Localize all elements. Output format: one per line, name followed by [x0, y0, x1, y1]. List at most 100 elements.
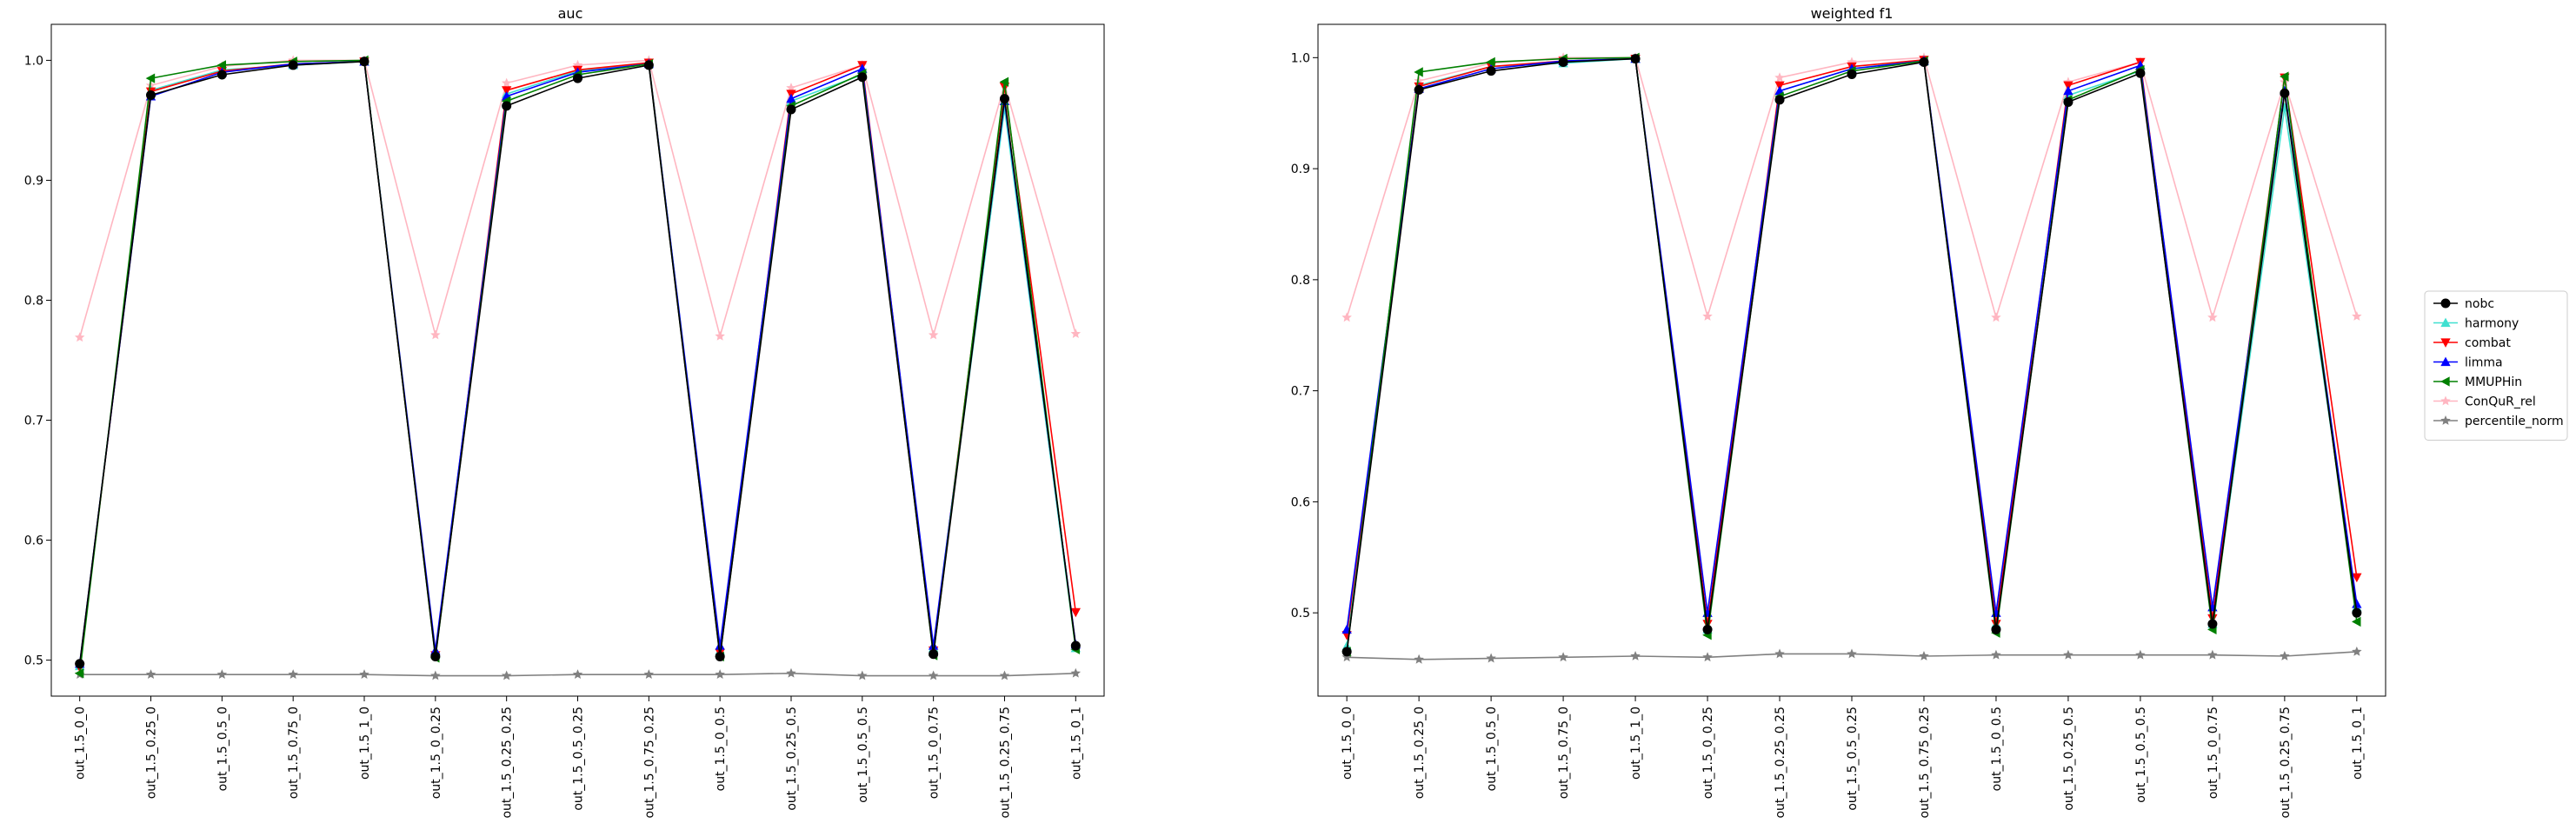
x-tick-label-auc: out_1.5_0_0.25 — [429, 707, 443, 799]
legend-label-harmony: harmony — [2465, 317, 2519, 331]
data-point-percentile-norm-weighted-f1 — [1486, 653, 1496, 663]
data-point-nobc-auc — [643, 60, 654, 70]
legend-label-combat: combat — [2465, 336, 2511, 350]
y-tick-label-weighted-f1: 0.5 — [1291, 607, 1310, 621]
plot-frame-weighted-f1 — [1317, 23, 2386, 697]
data-point-nobc-weighted-f1 — [1702, 624, 1713, 634]
data-point-percentile-norm-weighted-f1 — [1847, 648, 1857, 659]
data-point-conqur-rel-weighted-f1 — [1991, 312, 2001, 322]
y-tick-label-weighted-f1: 0.6 — [1291, 495, 1310, 509]
data-point-percentile-norm-auc — [572, 669, 583, 680]
legend-label-percentile-norm: percentile_norm — [2465, 415, 2564, 428]
data-point-percentile-norm-weighted-f1 — [2352, 646, 2362, 656]
x-tick-label-auc: out_1.5_0.5_0.25 — [572, 707, 586, 811]
data-point-percentile-norm-weighted-f1 — [2207, 649, 2218, 660]
data-point-percentile-norm-auc — [1070, 667, 1082, 678]
x-tick-label-weighted-f1: out_1.5_0.5_0.5 — [2134, 707, 2148, 803]
data-point-combat-weighted-f1 — [1774, 81, 1785, 91]
data-point-percentile-norm-weighted-f1 — [2135, 649, 2146, 660]
data-point-nobc-weighted-f1 — [2063, 96, 2073, 107]
data-point-nobc-auc — [146, 90, 156, 100]
y-tick-label-weighted-f1: 1.0 — [1291, 51, 1310, 65]
data-point-conqur-rel-auc — [786, 83, 796, 93]
data-point-mmuphin-weighted-f1 — [1414, 67, 1423, 77]
data-point-mmuphin-weighted-f1 — [2352, 616, 2361, 627]
data-point-limma-auc — [715, 640, 725, 650]
data-point-nobc-auc — [216, 70, 227, 80]
chart-title-auc: auc — [558, 5, 583, 22]
data-point-nobc-auc — [929, 649, 939, 660]
x-tick-label-auc: out_1.5_0_0.75 — [928, 707, 942, 799]
x-tick-label-auc: out_1.5_0.75_0.25 — [642, 707, 656, 819]
x-tick-label-auc: out_1.5_1_0 — [358, 707, 372, 780]
data-point-percentile-norm-auc — [288, 669, 298, 680]
data-point-nobc-weighted-f1 — [1991, 624, 2001, 634]
data-point-conqur-rel-auc — [928, 329, 939, 340]
x-tick-label-weighted-f1: out_1.5_0_0 — [1341, 707, 1355, 780]
series-line-harmony-auc — [78, 60, 1077, 667]
data-point-combat-weighted-f1 — [2063, 81, 2073, 91]
y-tick-label-weighted-f1: 0.7 — [1291, 385, 1310, 399]
data-point-nobc-weighted-f1 — [1486, 66, 1496, 76]
x-tick-label-auc: out_1.5_0.25_0 — [145, 707, 159, 799]
x-tick-label-auc: out_1.5_0.25_0.5 — [785, 707, 799, 811]
x-tick-label-auc: out_1.5_0.5_0.5 — [856, 707, 870, 803]
legend-marker-nobc — [2440, 298, 2451, 309]
data-point-nobc-weighted-f1 — [2352, 607, 2362, 618]
data-point-conqur-rel-weighted-f1 — [1341, 312, 1352, 322]
data-point-percentile-norm-weighted-f1 — [1558, 652, 1568, 662]
data-point-nobc-weighted-f1 — [1414, 84, 1424, 95]
data-point-percentile-norm-weighted-f1 — [2063, 649, 2073, 660]
data-point-nobc-weighted-f1 — [2207, 619, 2218, 629]
legend-box — [2424, 290, 2568, 441]
data-point-percentile-norm-auc — [928, 670, 939, 680]
chart-title-weighted-f1: weighted f1 — [1811, 5, 1894, 22]
data-point-percentile-norm-weighted-f1 — [2280, 650, 2290, 660]
data-point-combat-auc — [502, 86, 512, 96]
data-point-percentile-norm-auc — [501, 670, 512, 680]
series-line-nobc-auc — [78, 60, 1077, 664]
data-point-nobc-auc — [75, 659, 85, 669]
data-point-nobc-weighted-f1 — [1558, 56, 1568, 67]
chart-weighted-f1: weighted f1 0.5 0.6 0.7 0.8 0.9 1.0 out_1.5_0_… — [1291, 5, 2386, 819]
data-point-nobc-auc — [999, 94, 1009, 104]
data-point-nobc-weighted-f1 — [1341, 647, 1352, 657]
data-point-limma-weighted-f1 — [2063, 85, 2073, 96]
data-point-percentile-norm-weighted-f1 — [1630, 650, 1641, 660]
x-tick-label-weighted-f1: out_1.5_0_0.5 — [1990, 707, 2004, 791]
y-tick-label-weighted-f1: 0.9 — [1291, 163, 1310, 176]
legend-label-limma: limma — [2465, 356, 2503, 370]
y-tick-label-auc: 0.6 — [24, 534, 43, 548]
x-tick-label-weighted-f1: out_1.5_0.75_0.25 — [1918, 707, 1932, 819]
data-point-combat-weighted-f1 — [2352, 573, 2362, 583]
data-point-nobc-auc — [359, 56, 369, 67]
data-point-percentile-norm-auc — [857, 670, 868, 680]
data-point-nobc-auc — [573, 73, 582, 83]
legend-label-nobc: nobc — [2465, 297, 2494, 311]
x-tick-label-weighted-f1: out_1.5_0.25_0.5 — [2062, 707, 2076, 811]
data-point-nobc-auc — [786, 104, 796, 115]
x-tick-label-weighted-f1: out_1.5_0.25_0.75 — [2279, 707, 2293, 819]
x-tick-label-weighted-f1: out_1.5_0.75_0 — [1557, 707, 1571, 799]
data-point-percentile-norm-auc — [643, 669, 655, 680]
data-point-conqur-rel-auc — [715, 330, 725, 341]
data-point-percentile-norm-auc — [145, 669, 156, 680]
data-point-percentile-norm-weighted-f1 — [1774, 648, 1785, 659]
x-tick-label-weighted-f1: out_1.5_0_0.25 — [1701, 707, 1715, 799]
series-line-combat-auc — [78, 60, 1077, 667]
data-point-conqur-rel-auc — [501, 77, 512, 88]
data-point-nobc-auc — [502, 101, 512, 111]
x-tick-label-auc: out_1.5_0.25_0.25 — [501, 707, 515, 819]
series-line-conqur-rel-auc — [78, 59, 1077, 339]
x-tick-label-weighted-f1: out_1.5_0.25_0.25 — [1774, 707, 1787, 819]
data-point-nobc-weighted-f1 — [1630, 54, 1641, 64]
data-point-mmuphin-weighted-f1 — [2280, 71, 2289, 82]
x-tick-label-auc: out_1.5_0.75_0 — [287, 707, 301, 799]
data-point-mmuphin-auc — [999, 76, 1009, 87]
data-point-conqur-rel-weighted-f1 — [1702, 310, 1713, 321]
x-tick-label-weighted-f1: out_1.5_0_1 — [2351, 707, 2365, 780]
legend-marker-limma — [2440, 356, 2451, 367]
series-line-limma-weighted-f1 — [1346, 57, 2358, 630]
legend-label-conqur-rel: ConQuR_rel — [2465, 395, 2536, 409]
data-point-mmuphin-auc — [216, 60, 227, 70]
